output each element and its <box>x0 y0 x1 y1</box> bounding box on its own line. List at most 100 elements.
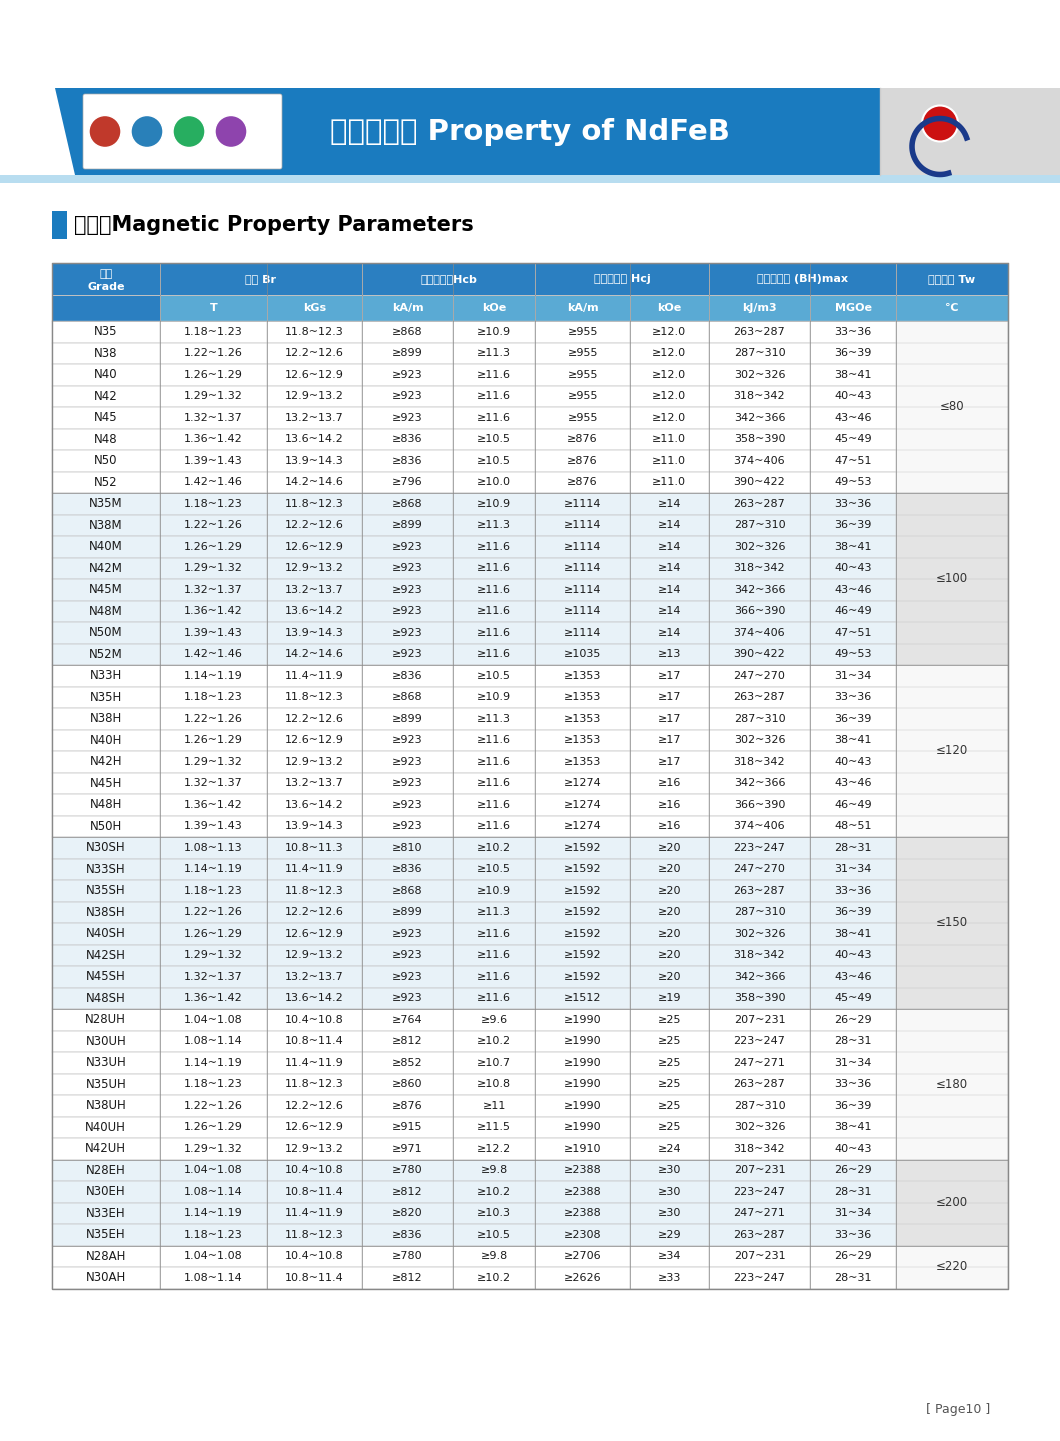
Text: ≥1114: ≥1114 <box>564 585 601 595</box>
Text: ≥20: ≥20 <box>657 929 681 938</box>
Text: 1.22~1.26: 1.22~1.26 <box>183 520 243 530</box>
Bar <box>708 837 810 859</box>
Bar <box>159 406 267 428</box>
Bar <box>267 623 361 644</box>
Bar <box>52 944 159 965</box>
Text: [ Page10 ]: [ Page10 ] <box>925 1404 990 1417</box>
Text: ≥923: ≥923 <box>392 929 423 938</box>
Text: ≥11.6: ≥11.6 <box>477 392 511 401</box>
Bar <box>708 579 810 601</box>
Bar <box>880 88 1060 174</box>
Bar <box>159 816 267 837</box>
Bar <box>453 751 535 772</box>
Bar <box>453 1117 535 1138</box>
Text: 45~49: 45~49 <box>834 434 872 444</box>
Bar <box>810 816 896 837</box>
Bar <box>159 644 267 664</box>
Text: 12.6~12.9: 12.6~12.9 <box>285 929 343 938</box>
Bar <box>896 295 1008 321</box>
Bar <box>361 837 453 859</box>
Bar <box>159 1138 267 1160</box>
Text: 36~39: 36~39 <box>834 908 871 918</box>
Bar <box>896 664 1008 837</box>
Bar <box>159 751 267 772</box>
Bar <box>630 1182 708 1202</box>
Bar <box>159 295 267 321</box>
Text: ≥923: ≥923 <box>392 628 423 638</box>
Bar <box>453 644 535 664</box>
Text: 1.14~1.19: 1.14~1.19 <box>183 670 243 680</box>
Text: N42SH: N42SH <box>86 948 126 961</box>
Text: ≥10.5: ≥10.5 <box>477 1229 511 1239</box>
Bar <box>361 1052 453 1074</box>
Text: 最大磁能积 (BH)max: 最大磁能积 (BH)max <box>757 274 848 284</box>
Text: N38H: N38H <box>90 712 122 725</box>
Bar <box>708 880 810 902</box>
Text: 1.42~1.46: 1.42~1.46 <box>183 650 243 659</box>
Text: ≥923: ≥923 <box>392 542 423 552</box>
Text: 1.29~1.32: 1.29~1.32 <box>183 1144 243 1154</box>
Bar <box>52 965 159 987</box>
Text: ≥1353: ≥1353 <box>564 735 601 745</box>
Text: 374~406: 374~406 <box>734 455 785 465</box>
Bar <box>267 1182 361 1202</box>
Bar <box>810 406 896 428</box>
Text: ≥11.6: ≥11.6 <box>477 650 511 659</box>
Text: ≥923: ≥923 <box>392 412 423 422</box>
Bar <box>535 664 630 686</box>
Bar <box>630 794 708 816</box>
Text: ≥17: ≥17 <box>657 735 681 745</box>
Bar <box>267 1267 361 1288</box>
Bar <box>267 1202 361 1223</box>
Bar <box>708 751 810 772</box>
Bar <box>52 623 159 644</box>
Bar <box>361 386 453 406</box>
Text: N45H: N45H <box>89 777 122 790</box>
Text: 12.2~12.6: 12.2~12.6 <box>285 520 343 530</box>
Bar <box>896 493 1008 664</box>
Text: 28~31: 28~31 <box>834 843 871 853</box>
Bar <box>535 1052 630 1074</box>
Text: ≥868: ≥868 <box>392 327 423 337</box>
Bar <box>535 729 630 751</box>
Text: N33SH: N33SH <box>86 863 125 876</box>
Bar <box>267 1095 361 1117</box>
Text: ≥10.2: ≥10.2 <box>477 1272 511 1282</box>
Text: 1.39~1.43: 1.39~1.43 <box>183 821 243 831</box>
Bar <box>267 880 361 902</box>
Text: MGOe: MGOe <box>834 303 871 313</box>
Text: 钕铁硼特性 Property of NdFeB: 钕铁硼特性 Property of NdFeB <box>330 118 730 146</box>
Bar <box>52 1223 159 1245</box>
Text: ≥868: ≥868 <box>392 499 423 509</box>
Bar <box>361 536 453 558</box>
Text: 11.8~12.3: 11.8~12.3 <box>285 1079 343 1089</box>
Bar <box>159 1030 267 1052</box>
Text: N48: N48 <box>94 432 118 445</box>
Text: 302~326: 302~326 <box>734 735 785 745</box>
Text: ≥1353: ≥1353 <box>564 713 601 723</box>
Bar <box>361 1009 453 1030</box>
Text: N28EH: N28EH <box>86 1164 126 1177</box>
Text: 1.14~1.19: 1.14~1.19 <box>183 1058 243 1068</box>
Text: N38UH: N38UH <box>86 1099 126 1112</box>
Bar <box>810 536 896 558</box>
Bar <box>708 902 810 924</box>
Text: ≥2626: ≥2626 <box>564 1272 601 1282</box>
Text: ≥12.0: ≥12.0 <box>652 412 687 422</box>
Bar <box>159 794 267 816</box>
Bar <box>159 924 267 944</box>
Text: ≥30: ≥30 <box>657 1187 681 1196</box>
Bar <box>630 924 708 944</box>
Bar <box>52 794 159 816</box>
Text: 14.2~14.6: 14.2~14.6 <box>285 650 343 659</box>
Text: N42M: N42M <box>89 562 123 575</box>
Text: N35M: N35M <box>89 497 123 510</box>
Text: N45M: N45M <box>89 584 123 597</box>
Bar <box>535 514 630 536</box>
Text: N35UH: N35UH <box>86 1078 126 1091</box>
Text: 287~310: 287~310 <box>734 1101 785 1111</box>
Text: ≥836: ≥836 <box>392 670 423 680</box>
Bar <box>630 1074 708 1095</box>
Text: 223~247: 223~247 <box>734 1036 785 1046</box>
Bar <box>453 772 535 794</box>
